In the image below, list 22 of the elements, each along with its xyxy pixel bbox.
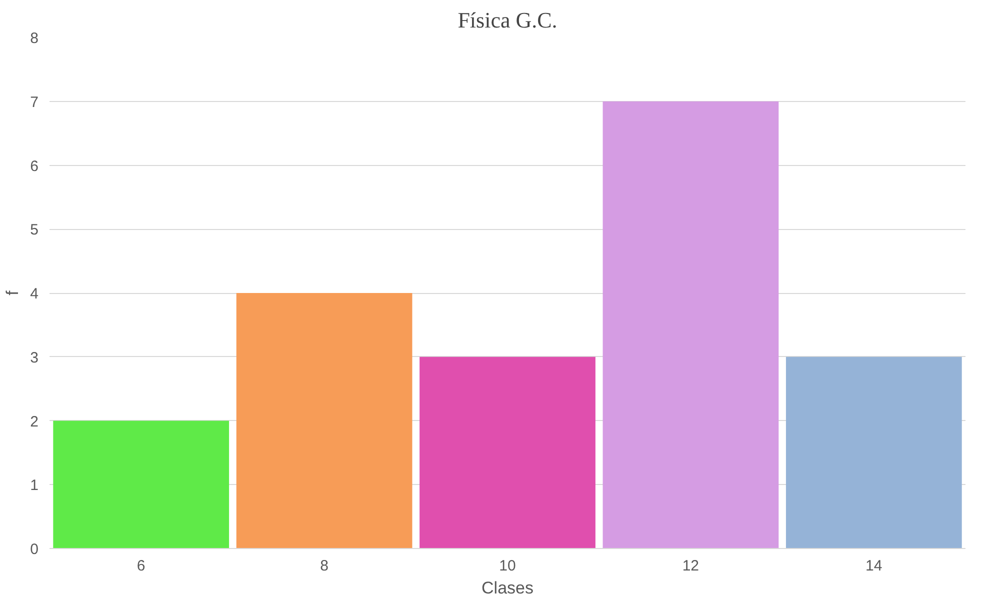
y-tick-label: 7 (30, 94, 38, 111)
x-axis-title: Clases (482, 578, 534, 598)
bar (602, 101, 779, 548)
chart-title: Física G.C. (458, 8, 558, 32)
y-tick-label: 5 (30, 222, 38, 239)
y-tick-label: 8 (30, 30, 38, 47)
x-tick-label: 8 (320, 558, 328, 574)
bar (53, 420, 230, 548)
bar (786, 356, 962, 548)
y-tick-label: 3 (30, 349, 38, 366)
x-tick-label: 12 (682, 558, 700, 574)
y-axis-title: f (3, 290, 22, 296)
y-tick-label: 6 (30, 158, 38, 175)
x-tick-label: 14 (866, 558, 882, 574)
y-tick-label: 2 (30, 413, 38, 430)
bar (236, 293, 412, 548)
y-tick-label: 1 (30, 477, 38, 494)
bar (420, 356, 596, 548)
y-tick-label: 4 (30, 286, 38, 302)
x-tick-label: 6 (136, 558, 146, 574)
x-tick-label: 10 (499, 558, 516, 574)
y-tick-label: 0 (30, 541, 38, 558)
